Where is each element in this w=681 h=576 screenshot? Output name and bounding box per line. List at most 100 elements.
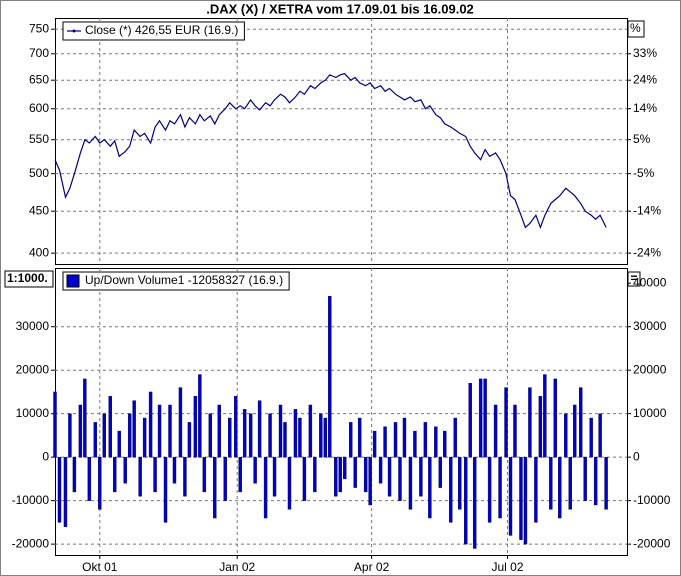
volume-bar	[383, 426, 387, 458]
legend-label: Close (*) 426,55 EUR (16.9.)	[85, 23, 238, 37]
volume-bar	[504, 387, 508, 458]
scale-box	[4, 270, 54, 288]
volume-bar	[87, 456, 92, 501]
volume-bar	[573, 404, 577, 458]
volume-bar	[108, 396, 112, 458]
y2-tick-label: 30000	[633, 319, 667, 333]
legend-marker	[72, 29, 76, 33]
y-tick-label: 550	[29, 132, 49, 146]
volume-bar	[483, 378, 487, 458]
volume-bar	[368, 456, 372, 506]
y-tick-label: 20000	[16, 362, 50, 376]
volume-bar	[579, 387, 583, 458]
y2-axis-label: %	[630, 21, 641, 35]
volume-bar	[553, 378, 558, 458]
volume-bar	[428, 456, 432, 519]
volume-bar	[287, 456, 292, 510]
volume-bar	[228, 417, 232, 458]
y2-tick-label: 24%	[633, 72, 657, 86]
y-tick-label: 30000	[16, 319, 50, 333]
volume-bar	[534, 456, 538, 523]
y2-tick-label: 0	[633, 449, 640, 463]
x-tick-label: Jul 02	[492, 560, 524, 574]
volume-bar	[142, 417, 147, 458]
volume-bar	[558, 456, 562, 519]
x-tick-label: Okt 01	[82, 560, 118, 574]
volume-bar	[72, 456, 77, 493]
legend-box	[62, 271, 290, 291]
volume-bar	[138, 456, 142, 497]
volume-bar	[178, 387, 183, 458]
volume-bar	[523, 456, 528, 545]
volume-bar	[423, 422, 428, 458]
y2-tick-label: -24%	[633, 245, 661, 259]
scale-annotation: 1:1000.	[7, 271, 48, 285]
volume-bar	[257, 400, 262, 458]
x-tick-label: Apr 02	[354, 560, 390, 574]
y-tick-label: 750	[29, 21, 49, 35]
x-tick-label: Jan 02	[219, 560, 255, 574]
volume-bar	[117, 430, 121, 458]
volume-bar	[493, 404, 498, 458]
volume-bar	[472, 456, 477, 549]
volume-bar	[93, 422, 98, 458]
y-tick-label: 700	[29, 46, 49, 60]
volume-bar	[478, 378, 483, 458]
volume-bar	[487, 456, 492, 523]
volume-bar	[508, 456, 513, 536]
volume-bar	[589, 417, 593, 458]
volume-bar	[183, 456, 187, 497]
volume-bar	[568, 456, 572, 510]
y-tick-label: -10000	[12, 493, 50, 507]
volume-bar	[319, 413, 323, 458]
volume-bar	[378, 456, 383, 484]
volume-bar	[543, 374, 547, 458]
y2-tick-label: 33%	[633, 46, 657, 60]
y-tick-label: 0	[42, 449, 49, 463]
y2-tick-label: 10000	[633, 406, 667, 420]
volume-bar	[123, 456, 127, 484]
legend-box	[62, 21, 245, 41]
volume-bar	[393, 422, 398, 458]
volume-bar	[113, 456, 117, 493]
volume-bar	[308, 404, 313, 458]
chart-title: .DAX (X) / XETRA vom 17.09.01 bis 16.09.…	[206, 1, 474, 16]
volume-bar	[357, 417, 362, 458]
volume-bar	[583, 456, 587, 501]
volume-bar	[498, 456, 502, 519]
volume-bar	[298, 417, 302, 458]
volume-bar	[338, 456, 342, 493]
legend-label: Up/Down Volume1 -12058327 (16.9.)	[85, 273, 283, 287]
y2-label-box	[627, 20, 645, 38]
legend-swatch	[66, 274, 80, 288]
volume-bar	[148, 391, 153, 458]
volume-bar	[408, 456, 413, 510]
volume-bar	[564, 413, 568, 458]
volume-bar	[449, 456, 453, 523]
volume-bar	[187, 422, 192, 458]
volume-bar	[132, 400, 136, 458]
y-tick-label: 500	[29, 166, 49, 180]
y2-tick-label: 5%	[633, 132, 651, 146]
y2-tick-label: 20000	[633, 362, 667, 376]
volume-bar	[53, 391, 57, 458]
volume-bar	[458, 456, 462, 510]
volume-bar	[283, 422, 287, 458]
volume-bar	[234, 396, 238, 458]
volume-bar	[604, 456, 608, 510]
panel-menu-button[interactable]	[627, 271, 641, 287]
volume-bar	[272, 456, 277, 497]
volume-bar	[434, 426, 438, 458]
volume-bar	[313, 456, 317, 493]
volume-bar	[268, 413, 272, 458]
volume-bar	[334, 456, 338, 497]
y2-tick-label: -10000	[633, 493, 671, 507]
volume-bar	[253, 456, 257, 484]
volume-bar	[549, 456, 553, 510]
volume-bar	[78, 404, 83, 458]
volume-bar	[528, 387, 532, 458]
volume-bar	[398, 456, 402, 501]
volume-bar	[83, 378, 87, 458]
volume-bar	[328, 296, 332, 458]
y-tick-label: 10000	[16, 406, 50, 420]
